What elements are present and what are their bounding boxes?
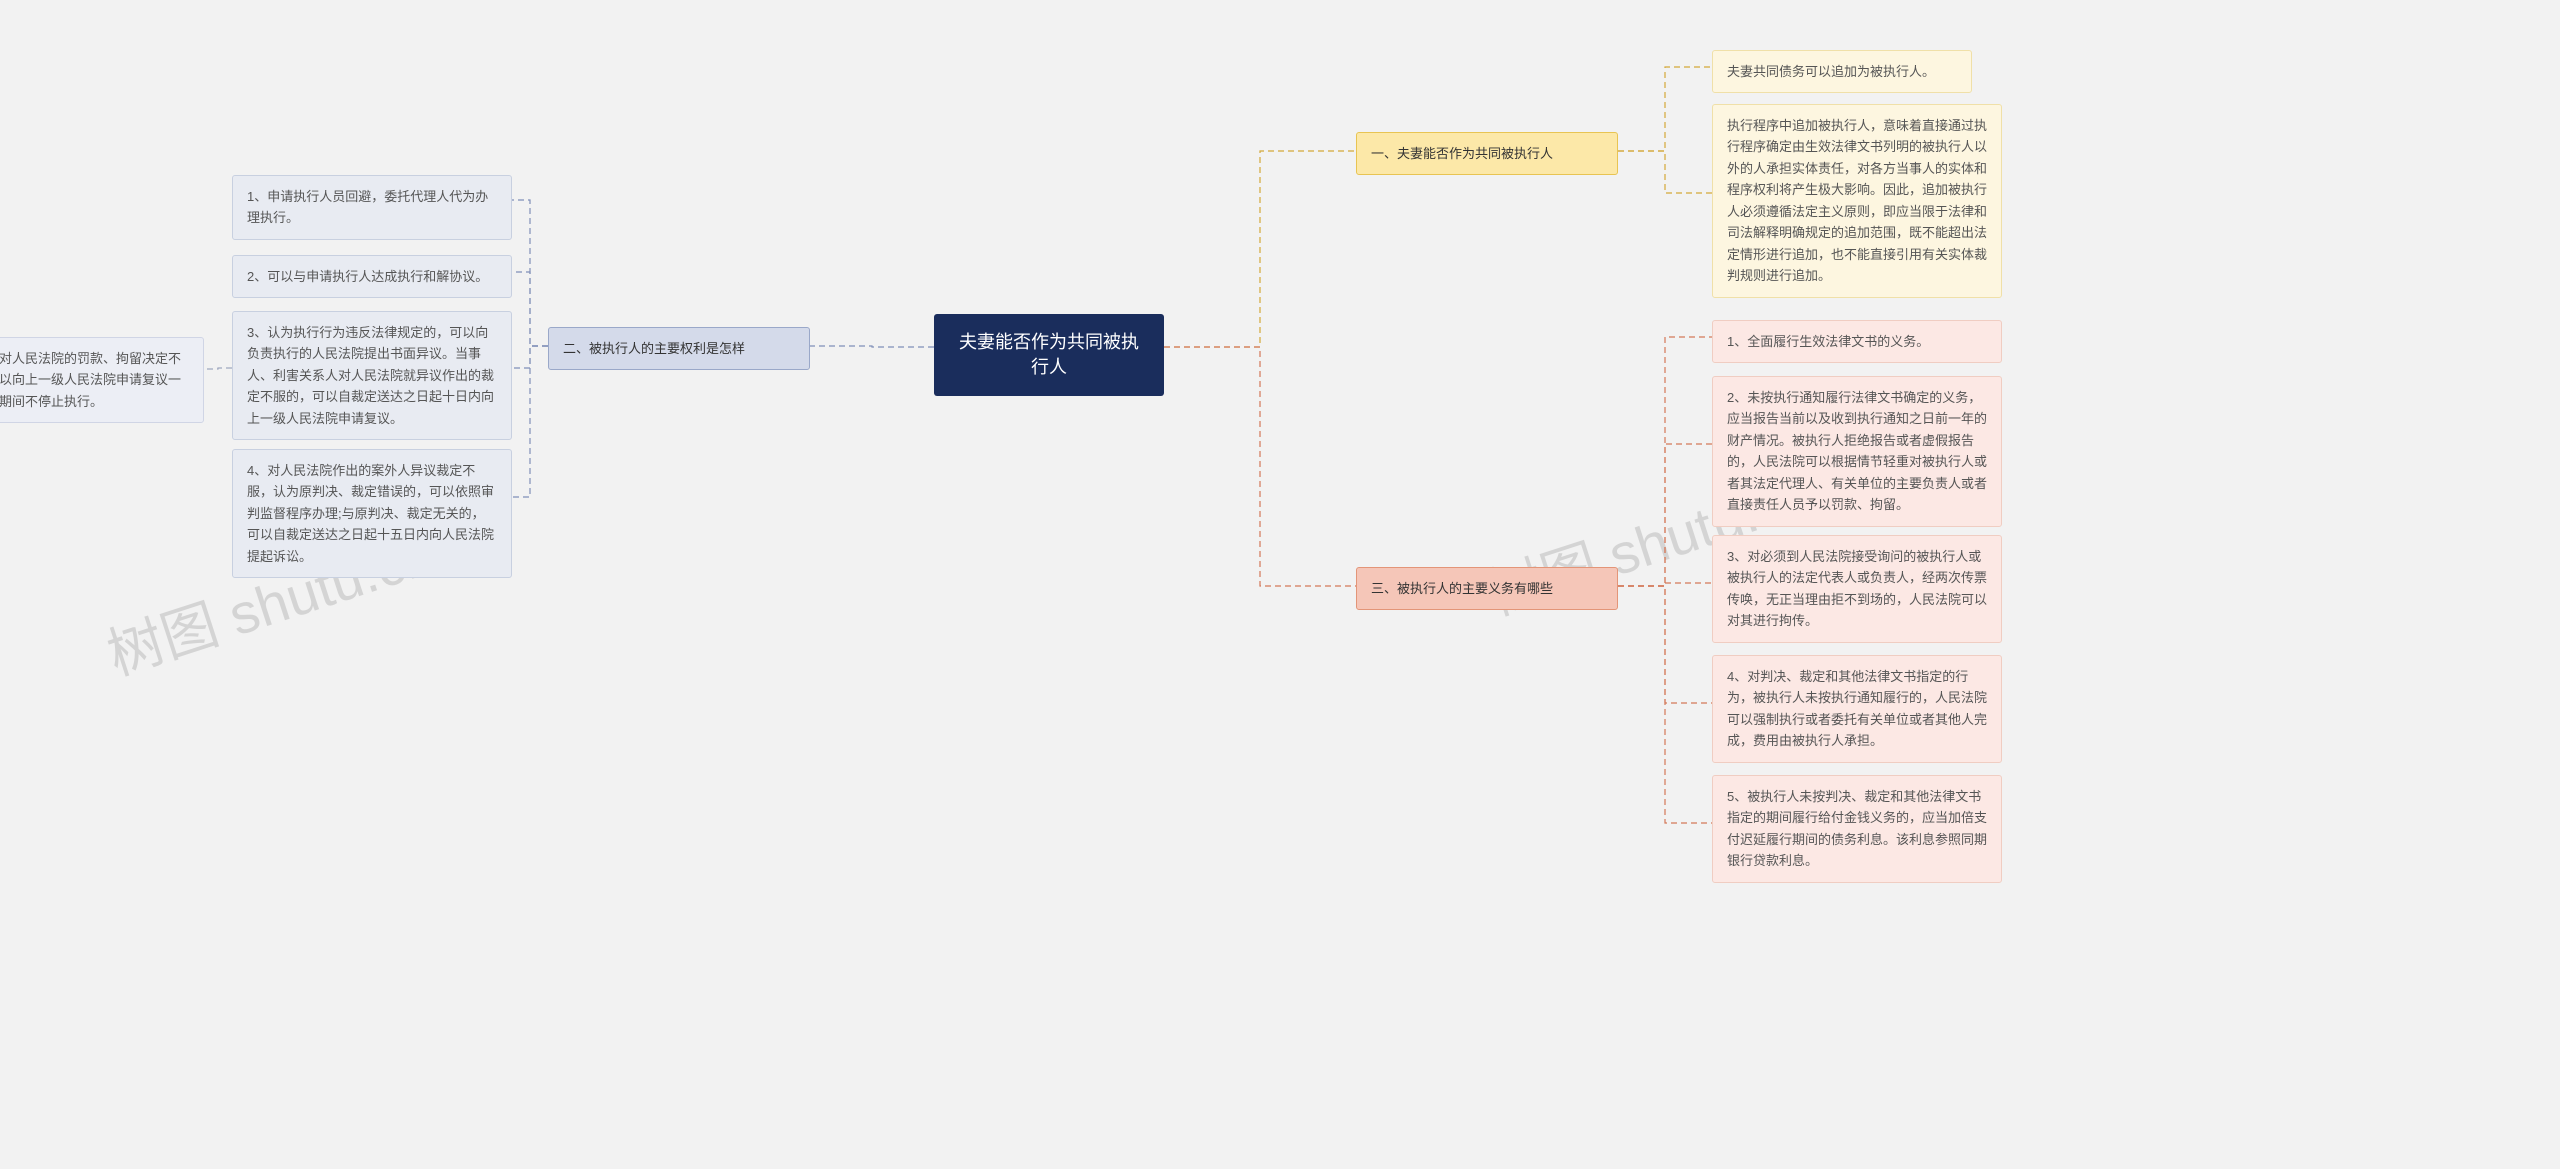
- root-node[interactable]: 夫妻能否作为共同被执行人: [934, 314, 1164, 396]
- branch-1-leaf-2[interactable]: 执行程序中追加被执行人，意味着直接通过执行程序确定由生效法律文书列明的被执行人以…: [1712, 104, 2002, 298]
- branch-2[interactable]: 二、被执行人的主要权利是怎样: [548, 327, 810, 370]
- branch-3-leaf-1[interactable]: 1、全面履行生效法律文书的义务。: [1712, 320, 2002, 363]
- branch-3-leaf-3[interactable]: 3、对必须到人民法院接受询问的被执行人或被执行人的法定代表人或负责人，经两次传票…: [1712, 535, 2002, 643]
- branch-1[interactable]: 一、夫妻能否作为共同被执行人: [1356, 132, 1618, 175]
- branch-1-leaf-1[interactable]: 夫妻共同债务可以追加为被执行人。: [1712, 50, 1972, 93]
- branch-2-leaf-3[interactable]: 3、认为执行行为违反法律规定的，可以向负责执行的人民法院提出书面异议。当事人、利…: [232, 311, 512, 440]
- branch-3-leaf-4[interactable]: 4、对判决、裁定和其他法律文书指定的行为，被执行人未按执行通知履行的，人民法院可…: [1712, 655, 2002, 763]
- branch-2-leaf-1[interactable]: 1、申请执行人员回避，委托代理人代为办理执行。: [232, 175, 512, 240]
- branch-3-leaf-5[interactable]: 5、被执行人未按判决、裁定和其他法律文书指定的期间履行给付金钱义务的，应当加倍支…: [1712, 775, 2002, 883]
- branch-2-leaf-2[interactable]: 2、可以与申请执行人达成执行和解协议。: [232, 255, 512, 298]
- branch-2-leaf-4[interactable]: 4、对人民法院作出的案外人异议裁定不服，认为原判决、裁定错误的，可以依照审判监督…: [232, 449, 512, 578]
- branch-2-leaf-3-sub[interactable]: 被执行人对人民法院的罚款、拘留决定不服的，可以向上一级人民法院申请复议一次。复议…: [0, 337, 204, 423]
- branch-3[interactable]: 三、被执行人的主要义务有哪些: [1356, 567, 1618, 610]
- branch-3-leaf-2[interactable]: 2、未按执行通知履行法律文书确定的义务，应当报告当前以及收到执行通知之日前一年的…: [1712, 376, 2002, 527]
